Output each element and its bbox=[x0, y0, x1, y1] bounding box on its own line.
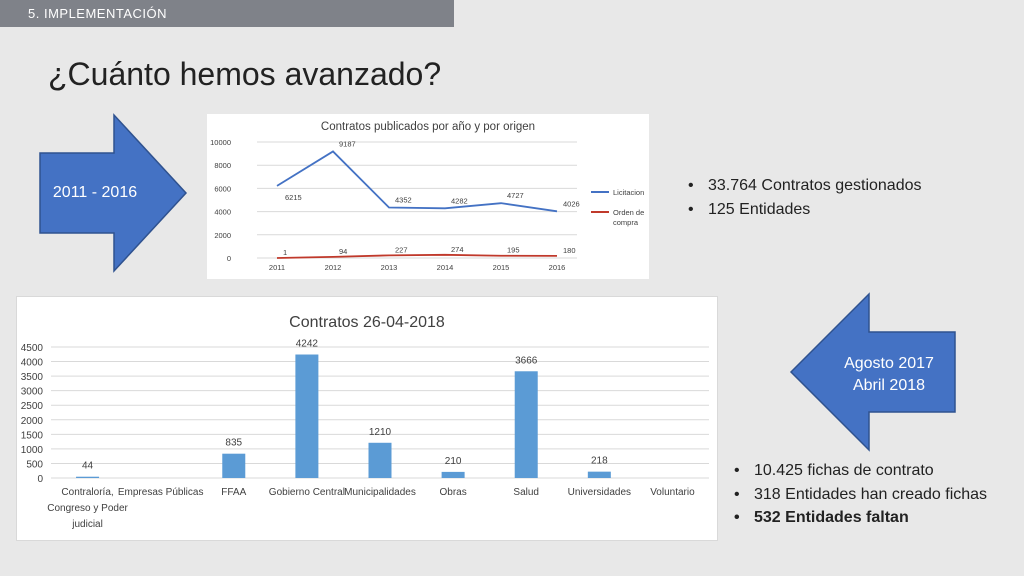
bar-chart: Contratos 26-04-2018 0 500 1000 1500 2000 2500… bbox=[21, 314, 709, 530]
x-tick-label: FFAA bbox=[221, 487, 246, 498]
x-tick-label: Universidades bbox=[568, 487, 631, 498]
y-tick-label: 4000 bbox=[21, 358, 44, 369]
data-label: 4727 bbox=[507, 191, 524, 200]
legend-label: compra bbox=[613, 218, 639, 227]
bar-chart-title: Contratos 26-04-2018 bbox=[289, 314, 445, 331]
x-tick-label: 2014 bbox=[437, 263, 454, 272]
timeline-arrow-right bbox=[39, 113, 188, 273]
summary-list-bottom: 10.425 fichas de contrato 318 Entidades … bbox=[730, 459, 987, 530]
legend-label: Orden de bbox=[613, 208, 644, 217]
data-label: 1 bbox=[283, 248, 287, 257]
x-tick-label: 2012 bbox=[325, 263, 342, 272]
y-tick-label: 0 bbox=[227, 254, 231, 263]
section-label: 5. IMPLEMENTACIÓN bbox=[0, 0, 454, 27]
list-item: 318 Entidades han creado fichas bbox=[730, 483, 987, 507]
x-tick-label: 2016 bbox=[549, 263, 566, 272]
y-tick-label: 500 bbox=[26, 459, 43, 470]
x-tick-label: Congreso y Poder bbox=[47, 503, 128, 514]
bar bbox=[295, 354, 319, 478]
arrow-left-label-line1: Agosto 2017 bbox=[844, 355, 934, 372]
line-chart: Contratos publicados por año y por orige… bbox=[210, 121, 644, 272]
bar bbox=[368, 442, 392, 478]
y-tick-label: 1000 bbox=[21, 445, 44, 456]
list-item: 10.425 fichas de contrato bbox=[730, 459, 987, 483]
data-label: 3666 bbox=[515, 355, 538, 366]
arrow-left-label: Agosto 2017 Abril 2018 bbox=[830, 353, 948, 397]
data-label: 9187 bbox=[339, 139, 356, 148]
y-tick-label: 3000 bbox=[21, 387, 44, 398]
page-title: ¿Cuánto hemos avanzado? bbox=[48, 56, 442, 92]
x-tick-label: Contraloría, bbox=[61, 487, 113, 498]
line-chart-card: Contratos publicados por año y por orige… bbox=[207, 114, 649, 279]
x-tick-label: Salud bbox=[513, 487, 539, 498]
list-item: 532 Entidades faltan bbox=[730, 506, 987, 530]
y-tick-label: 2000 bbox=[21, 416, 44, 427]
y-tick-label: 1500 bbox=[21, 430, 44, 441]
legend-label: Licitacion bbox=[613, 188, 644, 197]
data-label: 227 bbox=[395, 245, 408, 254]
x-tick-label: Obras bbox=[439, 487, 466, 498]
summary-list-top: 33.764 Contratos gestionados 125 Entidad… bbox=[684, 174, 921, 221]
y-tick-label: 4000 bbox=[214, 208, 231, 217]
bar bbox=[514, 371, 538, 478]
data-label: 218 bbox=[591, 456, 608, 467]
data-label: 6215 bbox=[285, 193, 302, 202]
data-label: 180 bbox=[563, 246, 576, 255]
data-label: 835 bbox=[225, 438, 242, 449]
bar bbox=[441, 471, 465, 478]
x-tick-label: 2011 bbox=[269, 263, 285, 272]
line-chart-title: Contratos publicados por año y por orige… bbox=[321, 121, 535, 133]
x-tick-label: 2013 bbox=[381, 263, 398, 272]
y-tick-label: 10000 bbox=[210, 138, 231, 147]
list-item: 125 Entidades bbox=[684, 198, 921, 222]
data-label: 44 bbox=[82, 461, 94, 472]
y-tick-label: 2500 bbox=[21, 401, 44, 412]
y-tick-label: 2000 bbox=[214, 231, 231, 240]
y-tick-label: 6000 bbox=[214, 184, 231, 193]
bar-chart-card: Contratos 26-04-2018 0 500 1000 1500 2000 2500… bbox=[16, 296, 718, 541]
x-tick-label: Voluntario bbox=[650, 487, 695, 498]
bar bbox=[587, 471, 611, 478]
list-item: 33.764 Contratos gestionados bbox=[684, 174, 921, 198]
bar bbox=[76, 476, 100, 478]
y-tick-label: 0 bbox=[37, 474, 43, 485]
y-tick-label: 3500 bbox=[21, 372, 44, 383]
x-tick-label: 2015 bbox=[493, 263, 510, 272]
data-label: 4026 bbox=[563, 199, 580, 208]
series-line bbox=[276, 150, 558, 213]
y-tick-label: 8000 bbox=[214, 161, 231, 170]
data-label: 195 bbox=[507, 246, 520, 255]
data-label: 94 bbox=[339, 247, 347, 256]
x-tick-label: Municipalidades bbox=[344, 487, 416, 498]
data-label: 4352 bbox=[395, 196, 412, 205]
data-label: 4282 bbox=[451, 196, 468, 205]
y-tick-label: 4500 bbox=[21, 343, 44, 354]
arrow-right-label: 2011 - 2016 bbox=[52, 184, 138, 201]
data-label: 274 bbox=[451, 245, 464, 254]
arrow-left-label-line2: Abril 2018 bbox=[852, 377, 926, 394]
x-tick-label: Empresas Públicas bbox=[118, 487, 204, 498]
series-line bbox=[276, 253, 558, 259]
data-label: 1210 bbox=[369, 427, 392, 438]
x-tick-label: Gobierno Central bbox=[269, 487, 345, 498]
x-tick-label: judicial bbox=[71, 519, 103, 530]
data-label: 4242 bbox=[296, 339, 319, 350]
bar bbox=[222, 453, 246, 478]
data-label: 210 bbox=[445, 456, 462, 467]
timeline-arrow-left bbox=[789, 292, 956, 452]
